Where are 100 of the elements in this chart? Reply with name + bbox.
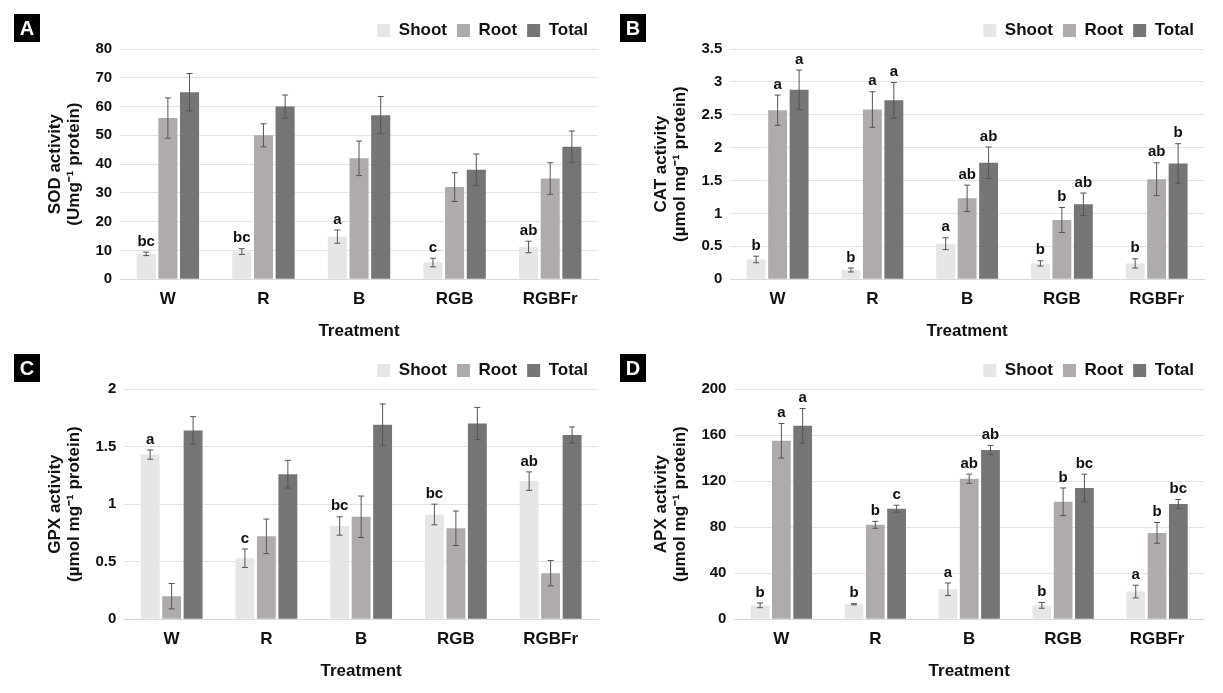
data-label: a [1131,564,1141,582]
data-label: bc [137,231,155,249]
data-label: ab [979,126,998,144]
data-label: b [870,501,880,519]
y-tick-label: 0 [103,269,113,287]
legend-label: Total [1154,20,1195,40]
x-axis-title: Treatment [318,321,400,341]
data-label: b [1152,502,1162,520]
y-tick-label: 3.5 [701,39,723,57]
data-label: c [240,528,250,546]
y-tick-label: 10 [95,240,113,258]
data-label: a [868,71,878,89]
x-tick-label: RGBFr [1129,289,1185,309]
data-label: c [428,237,438,255]
y-axis-title: CAT activity (µmol mg⁻¹ protein) [651,86,689,242]
x-tick-label: R [869,629,882,649]
y-tick-label: 0 [107,609,117,627]
x-tick-label: RGB [436,629,475,649]
y-tick-label: 70 [95,67,113,85]
data-label: b [751,235,761,253]
y-tick-label: 0.5 [701,236,723,254]
data-label: bc [233,228,251,246]
data-label: b [1037,582,1047,600]
data-label: a [145,429,155,447]
y-tick-label: 0 [718,609,727,627]
data-label: a [943,562,953,580]
data-label: a [941,217,951,235]
x-tick-label: W [769,289,787,309]
legend-label: Shoot [1004,360,1054,380]
y-tick-label: 2.5 [701,104,723,122]
data-label: a [333,209,343,227]
legend-label: Root [478,360,518,380]
y-tick-label: 40 [709,563,727,581]
data-label: ab [1147,142,1166,160]
data-label: a [798,388,808,406]
x-tick-label: R [866,289,879,309]
data-label: b [755,582,765,600]
x-tick-label: R [257,289,270,309]
y-tick-label: 120 [701,471,727,489]
chart-title: D [625,356,641,379]
x-tick-label: B [354,629,368,649]
y-tick-label: 20 [95,211,113,229]
legend-label: Total [548,360,589,380]
x-tick-label: RGB [435,289,474,309]
y-tick-label: 80 [709,517,727,535]
data-label: a [773,74,783,92]
y-tick-label: 60 [95,96,113,114]
y-tick-label: 0.5 [95,551,117,569]
data-label: a [889,62,899,80]
y-tick-label: 80 [95,39,113,57]
data-label: b [1130,238,1140,256]
data-label: b [1058,467,1068,485]
data-label: ab [960,453,978,471]
legend-label: Total [1154,360,1195,380]
x-axis-title: Treatment [320,661,403,681]
legend-label: Total [548,20,589,40]
data-label: a [794,49,804,67]
x-tick-label: B [963,629,976,649]
chart-title: A [19,16,35,39]
x-tick-label: W [159,289,177,309]
data-label: bc [1169,479,1188,497]
y-tick-label: 2 [713,137,723,155]
data-label: b [1173,123,1183,141]
data-label: a [777,403,787,421]
x-tick-label: RGB [1042,289,1081,309]
x-tick-label: RGB [1044,629,1083,649]
y-tick-label: 2 [107,379,117,397]
data-label: b [849,583,859,601]
y-tick-label: 50 [95,125,113,143]
legend-label: Root [1084,360,1124,380]
x-tick-label: RGBFr [523,629,579,649]
y-tick-label: 1.5 [701,170,723,188]
chart-title: B [625,16,641,39]
x-tick-label: W [773,629,791,649]
legend-label: Root [478,20,518,40]
legend-label: Shoot [398,360,448,380]
x-tick-label: B [352,289,366,309]
data-label: bc [425,483,444,501]
x-tick-label: B [960,289,974,309]
legend-label: Root [1084,20,1124,40]
y-tick-label: 1 [107,494,117,512]
y-tick-label: 1.5 [95,436,117,454]
data-label: bc [1075,453,1094,471]
y-axis-title: GPX activity (µmol mg⁻¹ protein) [45,426,83,582]
data-label: bc [330,496,349,514]
y-axis-title: SOD activity (Umg⁻¹ protein) [45,102,83,226]
x-tick-label: R [260,629,273,649]
x-axis-title: Treatment [928,661,1011,681]
data-label: b [1035,240,1045,258]
y-tick-label: 0 [713,269,723,287]
data-label: b [1057,187,1067,205]
y-tick-label: 200 [701,379,727,397]
data-label: c [892,484,901,502]
x-tick-label: RGBFr [1129,629,1185,649]
y-tick-label: 1 [713,203,723,221]
y-tick-label: 160 [701,425,727,443]
data-label: ab [1074,172,1093,190]
y-tick-label: 30 [95,183,113,201]
chart-title: C [19,356,35,379]
x-axis-title: Treatment [926,321,1009,341]
